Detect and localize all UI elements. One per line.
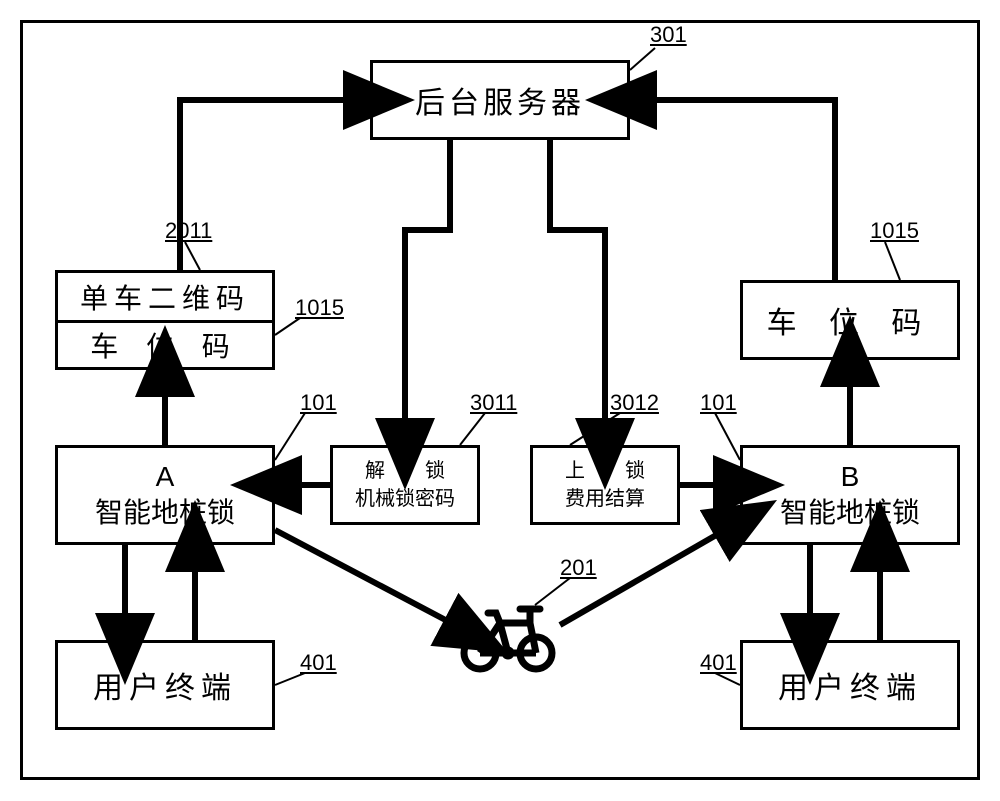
unlock-line1: 解 锁 <box>365 457 445 485</box>
label-1015b: 1015 <box>870 218 919 244</box>
lock-a-line1: A <box>156 459 175 495</box>
unlock-line2: 机械锁密码 <box>355 485 455 513</box>
term-a-box: 用户终端 <box>55 640 275 730</box>
label-3012: 3012 <box>610 390 659 416</box>
lock-b-box: B 智能地桩锁 <box>740 445 960 545</box>
label-401a-text: 401 <box>300 650 337 675</box>
lockfee-box: 上 锁 费用结算 <box>530 445 680 525</box>
diagram-canvas: 后台服务器 单车二维码 车 位 码 车 位 码 A 智能地桩锁 B 智能地桩锁 … <box>0 0 1000 801</box>
lockfee-line1: 上 锁 <box>565 457 645 485</box>
label-1015a-text: 1015 <box>295 295 344 320</box>
label-1015a: 1015 <box>295 295 344 321</box>
term-b-text: 用户终端 <box>778 663 922 707</box>
bike-icon <box>458 595 558 675</box>
lock-b-line2: 智能地桩锁 <box>780 495 920 531</box>
label-3011: 3011 <box>470 390 517 416</box>
lock-a-line2: 智能地桩锁 <box>95 495 235 531</box>
lockfee-line2: 费用结算 <box>565 485 645 513</box>
bike-qr-text: 单车二维码 <box>80 277 250 317</box>
label-101b: 101 <box>700 390 737 416</box>
server-box: 后台服务器 <box>370 60 630 140</box>
label-101a-text: 101 <box>300 390 337 415</box>
term-a-text: 用户终端 <box>93 663 237 707</box>
slot-a-text: 车 位 码 <box>90 325 240 365</box>
label-2011-text: 2011 <box>165 218 212 243</box>
label-101b-text: 101 <box>700 390 737 415</box>
unlock-box: 解 锁 机械锁密码 <box>330 445 480 525</box>
label-2011: 2011 <box>165 218 212 244</box>
label-1015b-text: 1015 <box>870 218 919 243</box>
label-401b-text: 401 <box>700 650 737 675</box>
label-301-text: 301 <box>650 22 687 47</box>
label-201-text: 201 <box>560 555 597 580</box>
label-401a: 401 <box>300 650 337 676</box>
slot-b-text: 车 位 码 <box>767 298 934 342</box>
bike-qr-box: 单车二维码 <box>55 270 275 320</box>
term-b-box: 用户终端 <box>740 640 960 730</box>
lock-b-line1: B <box>841 459 860 495</box>
label-3011-text: 3011 <box>470 390 517 415</box>
label-301: 301 <box>650 22 687 48</box>
label-101a: 101 <box>300 390 337 416</box>
label-201: 201 <box>560 555 597 581</box>
slot-b-box: 车 位 码 <box>740 280 960 360</box>
slot-a-box: 车 位 码 <box>55 320 275 370</box>
lock-a-box: A 智能地桩锁 <box>55 445 275 545</box>
label-401b: 401 <box>700 650 737 676</box>
label-3012-text: 3012 <box>610 390 659 415</box>
server-text: 后台服务器 <box>415 78 585 122</box>
